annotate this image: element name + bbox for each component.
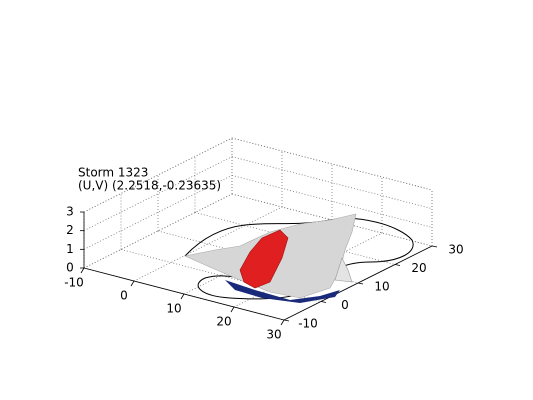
x-tick-label: 20 (216, 315, 231, 329)
x-tick (130, 280, 135, 287)
y-tick-label: -10 (298, 317, 318, 331)
surface-red (239, 229, 289, 289)
box-edge (231, 137, 433, 191)
y-tick (283, 319, 290, 322)
z-tick-label: 3 (66, 205, 74, 219)
grid-line (83, 156, 233, 232)
box-edge (83, 137, 233, 213)
y-tick (357, 282, 364, 285)
x-tick (80, 267, 85, 274)
y-tick (431, 245, 438, 248)
y-tick (394, 264, 401, 266)
z-tick-label: 0 (66, 261, 74, 275)
x-tick (180, 293, 185, 300)
chart-subtitle: (U,V) (2.2518,-0.23635) (78, 179, 221, 193)
grid-line (83, 193, 233, 269)
y-tick (320, 301, 327, 303)
y-tick-label: 30 (448, 243, 463, 257)
y-tick-label: 10 (374, 280, 389, 294)
grid-line (231, 156, 433, 210)
x-tick-label: 0 (120, 289, 128, 303)
chart-title: Storm 1323 (78, 166, 148, 180)
surface-gray-peak (334, 257, 353, 283)
contour-outline (184, 217, 414, 300)
x-tick-label: -10 (64, 276, 84, 290)
grid-line (133, 206, 283, 282)
x-tick-label: 30 (266, 328, 281, 342)
z-tick-label: 2 (66, 223, 74, 237)
z-tick-label: 1 (66, 242, 74, 256)
grid-line (183, 219, 333, 295)
surface-blue (225, 280, 340, 303)
surface (184, 213, 414, 303)
y-tick-label: 0 (341, 298, 349, 312)
y-tick-label: 20 (411, 261, 426, 275)
x-tick (280, 319, 285, 326)
grid-line (83, 174, 233, 250)
x-tick-label: 10 (166, 302, 181, 316)
x-tick (230, 306, 235, 313)
